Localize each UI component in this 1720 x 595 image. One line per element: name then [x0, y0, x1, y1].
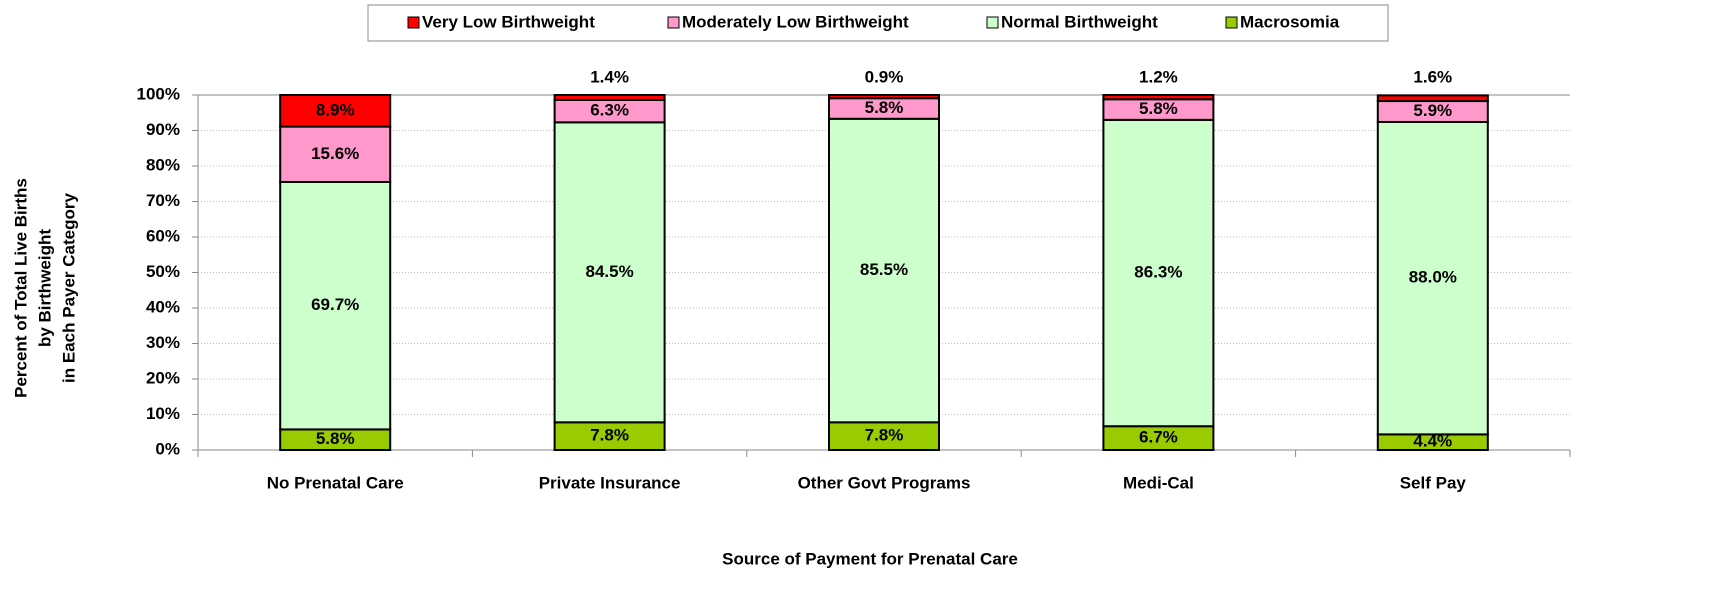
y-axis-title: in Each Payer Category: [59, 193, 78, 383]
bar-segment: [553, 121, 666, 424]
data-label: 6.7%: [1139, 428, 1178, 447]
y-tick-label: 80%: [146, 155, 180, 174]
data-label: 15.6%: [311, 144, 359, 163]
x-axis-title: Source of Payment for Prenatal Care: [722, 549, 1018, 568]
legend-box: [367, 4, 1389, 42]
bar-segment: [1102, 118, 1215, 428]
bar-segment: [553, 94, 666, 101]
data-label: 5.8%: [865, 98, 904, 117]
data-label: 1.6%: [1413, 67, 1452, 86]
bar-segment: [279, 125, 392, 183]
bar-segment: [828, 94, 940, 100]
bar-segment: [553, 421, 666, 451]
data-label: 8.9%: [316, 100, 355, 119]
x-tick-label: Other Govt Programs: [798, 473, 971, 492]
y-axis-title: Percent of Total Live Births: [11, 178, 30, 398]
data-label: 0.9%: [865, 67, 904, 86]
data-label: 1.4%: [590, 67, 629, 86]
x-tick-label: Private Insurance: [539, 473, 681, 492]
data-label: 5.9%: [1413, 101, 1452, 120]
y-tick-label: 70%: [146, 191, 180, 210]
legend-swatch: [1225, 16, 1238, 29]
y-tick-label: 90%: [146, 120, 180, 139]
data-label: 69.7%: [311, 295, 359, 314]
y-tick-label: 30%: [146, 333, 180, 352]
data-label: 88.0%: [1409, 268, 1457, 287]
bar-segment: [828, 117, 940, 424]
data-label: 84.5%: [585, 262, 633, 281]
y-tick-label: 0%: [155, 439, 180, 458]
legend-label: Very Low Birthweight: [422, 12, 595, 31]
data-label: 5.8%: [316, 429, 355, 448]
y-tick-label: 20%: [146, 368, 180, 387]
bar-segment: [828, 421, 940, 451]
legend-label: Macrosomia: [1240, 12, 1340, 31]
data-label: 85.5%: [860, 260, 908, 279]
y-tick-label: 100%: [137, 84, 180, 103]
bar-segment: [1376, 120, 1489, 436]
data-label: 86.3%: [1134, 263, 1182, 282]
bar-segment: [279, 94, 392, 128]
y-tick-label: 60%: [146, 226, 180, 245]
legend-swatch: [986, 16, 999, 29]
data-label: 6.3%: [590, 101, 629, 120]
data-label: 7.8%: [865, 426, 904, 445]
y-tick-label: 10%: [146, 404, 180, 423]
legend-label: Normal Birthweight: [1001, 12, 1158, 31]
y-axis-title: by Birthweight: [35, 229, 54, 347]
y-tick-label: 40%: [146, 297, 180, 316]
data-label: 5.8%: [1139, 99, 1178, 118]
legend-swatch: [407, 16, 420, 29]
bar-segment: [1102, 94, 1215, 101]
x-tick-label: Medi-Cal: [1123, 473, 1194, 492]
data-label: 7.8%: [590, 426, 629, 445]
legend-label: Moderately Low Birthweight: [682, 12, 909, 31]
x-tick-label: Self Pay: [1400, 473, 1467, 492]
bar-segment: [1376, 94, 1489, 103]
x-tick-label: No Prenatal Care: [267, 473, 404, 492]
y-tick-label: 50%: [146, 262, 180, 281]
data-label: 1.2%: [1139, 67, 1178, 86]
data-label: 4.4%: [1413, 432, 1452, 451]
legend-swatch: [667, 16, 680, 29]
